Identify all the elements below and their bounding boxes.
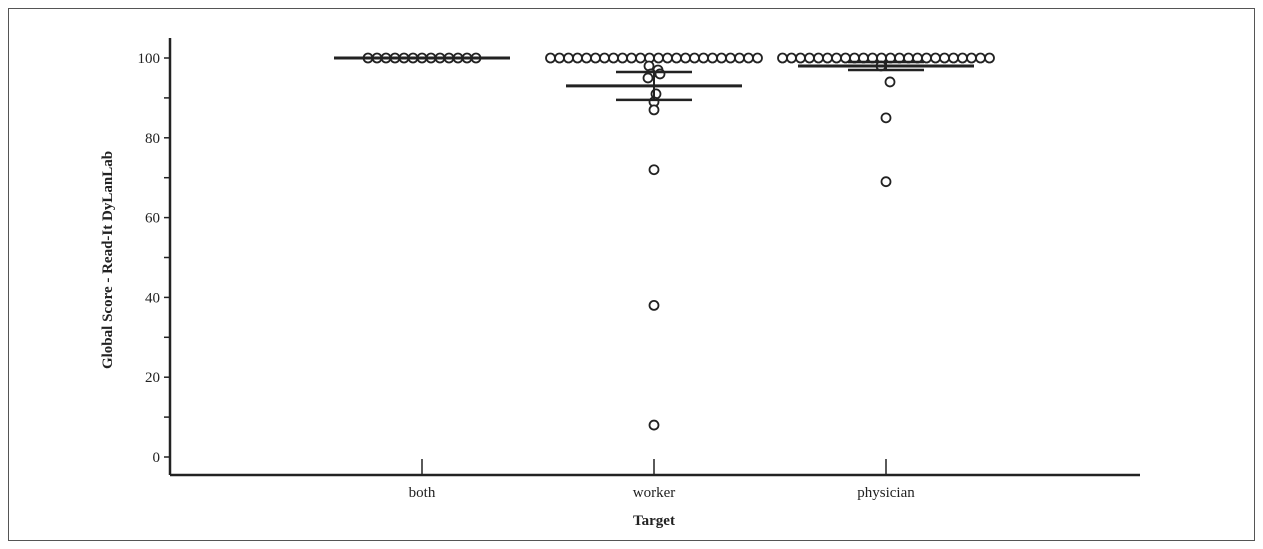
- axes: 0 20 40 60 80 100 both worker physician: [138, 38, 1140, 501]
- data-point: [608, 52, 619, 64]
- data-point: [707, 52, 718, 64]
- data-point: [880, 176, 892, 188]
- data-point: [648, 104, 660, 116]
- data-point: [563, 52, 574, 64]
- data-point: [984, 52, 995, 64]
- data-point: [948, 52, 959, 64]
- y-tick-label: 20: [145, 370, 160, 386]
- data-point: [813, 52, 824, 64]
- data-point: [648, 299, 660, 311]
- y-tick-label: 60: [145, 211, 160, 227]
- data-point: [725, 52, 736, 64]
- data-point: [716, 52, 727, 64]
- data-point: [626, 52, 637, 64]
- data-point: [831, 52, 842, 64]
- data-point: [689, 52, 700, 64]
- y-tick-label: 100: [138, 51, 161, 67]
- data-point: [590, 52, 601, 64]
- data-point: [884, 76, 896, 88]
- data-point: [939, 52, 950, 64]
- data-point: [680, 52, 691, 64]
- data-point: [822, 52, 833, 64]
- data-point: [752, 52, 763, 64]
- data-point: [698, 52, 709, 64]
- data-point: [795, 52, 806, 64]
- data-point: [671, 52, 682, 64]
- x-tick-label: worker: [633, 485, 675, 501]
- data-point: [777, 52, 788, 64]
- x-tick-label: physician: [857, 485, 915, 501]
- data-point: [975, 52, 986, 64]
- data-point: [957, 52, 968, 64]
- data-point: [635, 52, 646, 64]
- y-tick-label: 80: [145, 131, 160, 147]
- data-point: [966, 52, 977, 64]
- data-point: [648, 419, 660, 431]
- y-tick-label: 40: [145, 290, 160, 306]
- data-point: [617, 52, 628, 64]
- data-point: [572, 52, 583, 64]
- data-point: [648, 164, 660, 176]
- data-point: [642, 72, 654, 84]
- chart-marks: [334, 52, 995, 431]
- data-point: [653, 52, 664, 64]
- data-point: [880, 112, 892, 124]
- data-point: [599, 52, 610, 64]
- y-tick-label: 0: [153, 450, 161, 466]
- data-point: [554, 52, 565, 64]
- data-point: [743, 52, 754, 64]
- data-point: [662, 52, 673, 64]
- data-point: [581, 52, 592, 64]
- data-point: [804, 52, 815, 64]
- data-point: [734, 52, 745, 64]
- y-axis-label: Global Score - Read-It DyLanLab: [100, 151, 116, 369]
- x-tick-label: both: [409, 485, 436, 501]
- data-point: [786, 52, 797, 64]
- data-point: [930, 52, 941, 64]
- figure-frame: [8, 8, 1255, 541]
- x-axis-label: Target: [633, 513, 675, 529]
- data-point: [545, 52, 556, 64]
